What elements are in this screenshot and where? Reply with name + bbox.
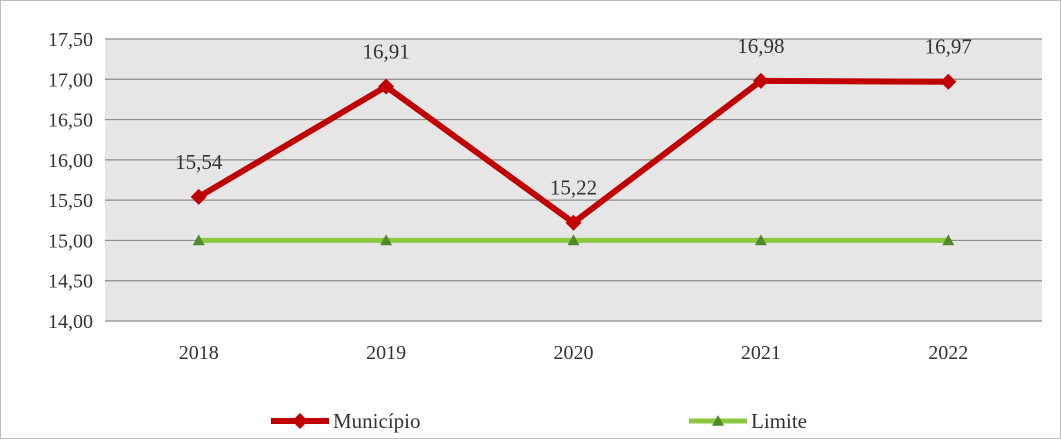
data-label: 15,54 <box>175 150 223 174</box>
legend: Município Limite <box>271 409 807 433</box>
data-point-municipio <box>940 73 957 90</box>
legend-marker <box>292 413 308 429</box>
plot-area <box>105 39 1042 321</box>
y-tick-label: 15,50 <box>48 190 93 212</box>
data-point-limite <box>942 234 955 246</box>
x-tick-label: 2020 <box>554 342 594 364</box>
data-point-limite <box>754 234 767 246</box>
y-tick-label: 17,50 <box>48 29 93 51</box>
data-point-municipio <box>565 214 582 231</box>
y-tick-label: 14,00 <box>48 311 93 333</box>
data-point-limite <box>380 234 393 246</box>
legend-item-limite: Limite <box>689 409 807 433</box>
y-tick-label: 14,50 <box>48 271 93 293</box>
data-point-limite <box>567 234 580 246</box>
y-tick-label: 15,00 <box>48 230 93 252</box>
y-tick-label: 17,00 <box>48 69 93 91</box>
y-axis-tick-labels: 14,00 14,50 15,00 15,50 16,00 16,50 17,00 17,50 <box>48 29 93 333</box>
legend-label: Limite <box>751 409 807 433</box>
data-point-limite <box>192 234 205 246</box>
x-tick-label: 2022 <box>928 342 968 364</box>
legend-item-municipio: Município <box>271 409 421 433</box>
x-tick-label: 2018 <box>179 342 219 364</box>
data-point-municipio <box>190 188 207 205</box>
data-label: 16,98 <box>737 34 784 58</box>
data-label: 15,22 <box>550 176 597 200</box>
legend-marker <box>712 415 724 426</box>
x-tick-label: 2021 <box>741 342 781 364</box>
data-labels: 15,54 16,91 15,22 16,98 16,97 <box>175 34 972 200</box>
legend-label: Município <box>333 409 421 433</box>
y-tick-label: 16,50 <box>48 110 93 132</box>
x-axis-tick-labels: 2018 2019 2020 2021 2022 <box>179 342 969 364</box>
x-tick-label: 2019 <box>366 342 406 364</box>
data-label: 16,91 <box>362 40 409 64</box>
data-point-municipio <box>752 72 769 89</box>
y-tick-label: 16,00 <box>48 150 93 172</box>
data-label: 16,97 <box>925 35 972 59</box>
series-layer <box>190 72 957 246</box>
data-point-municipio <box>378 78 395 95</box>
